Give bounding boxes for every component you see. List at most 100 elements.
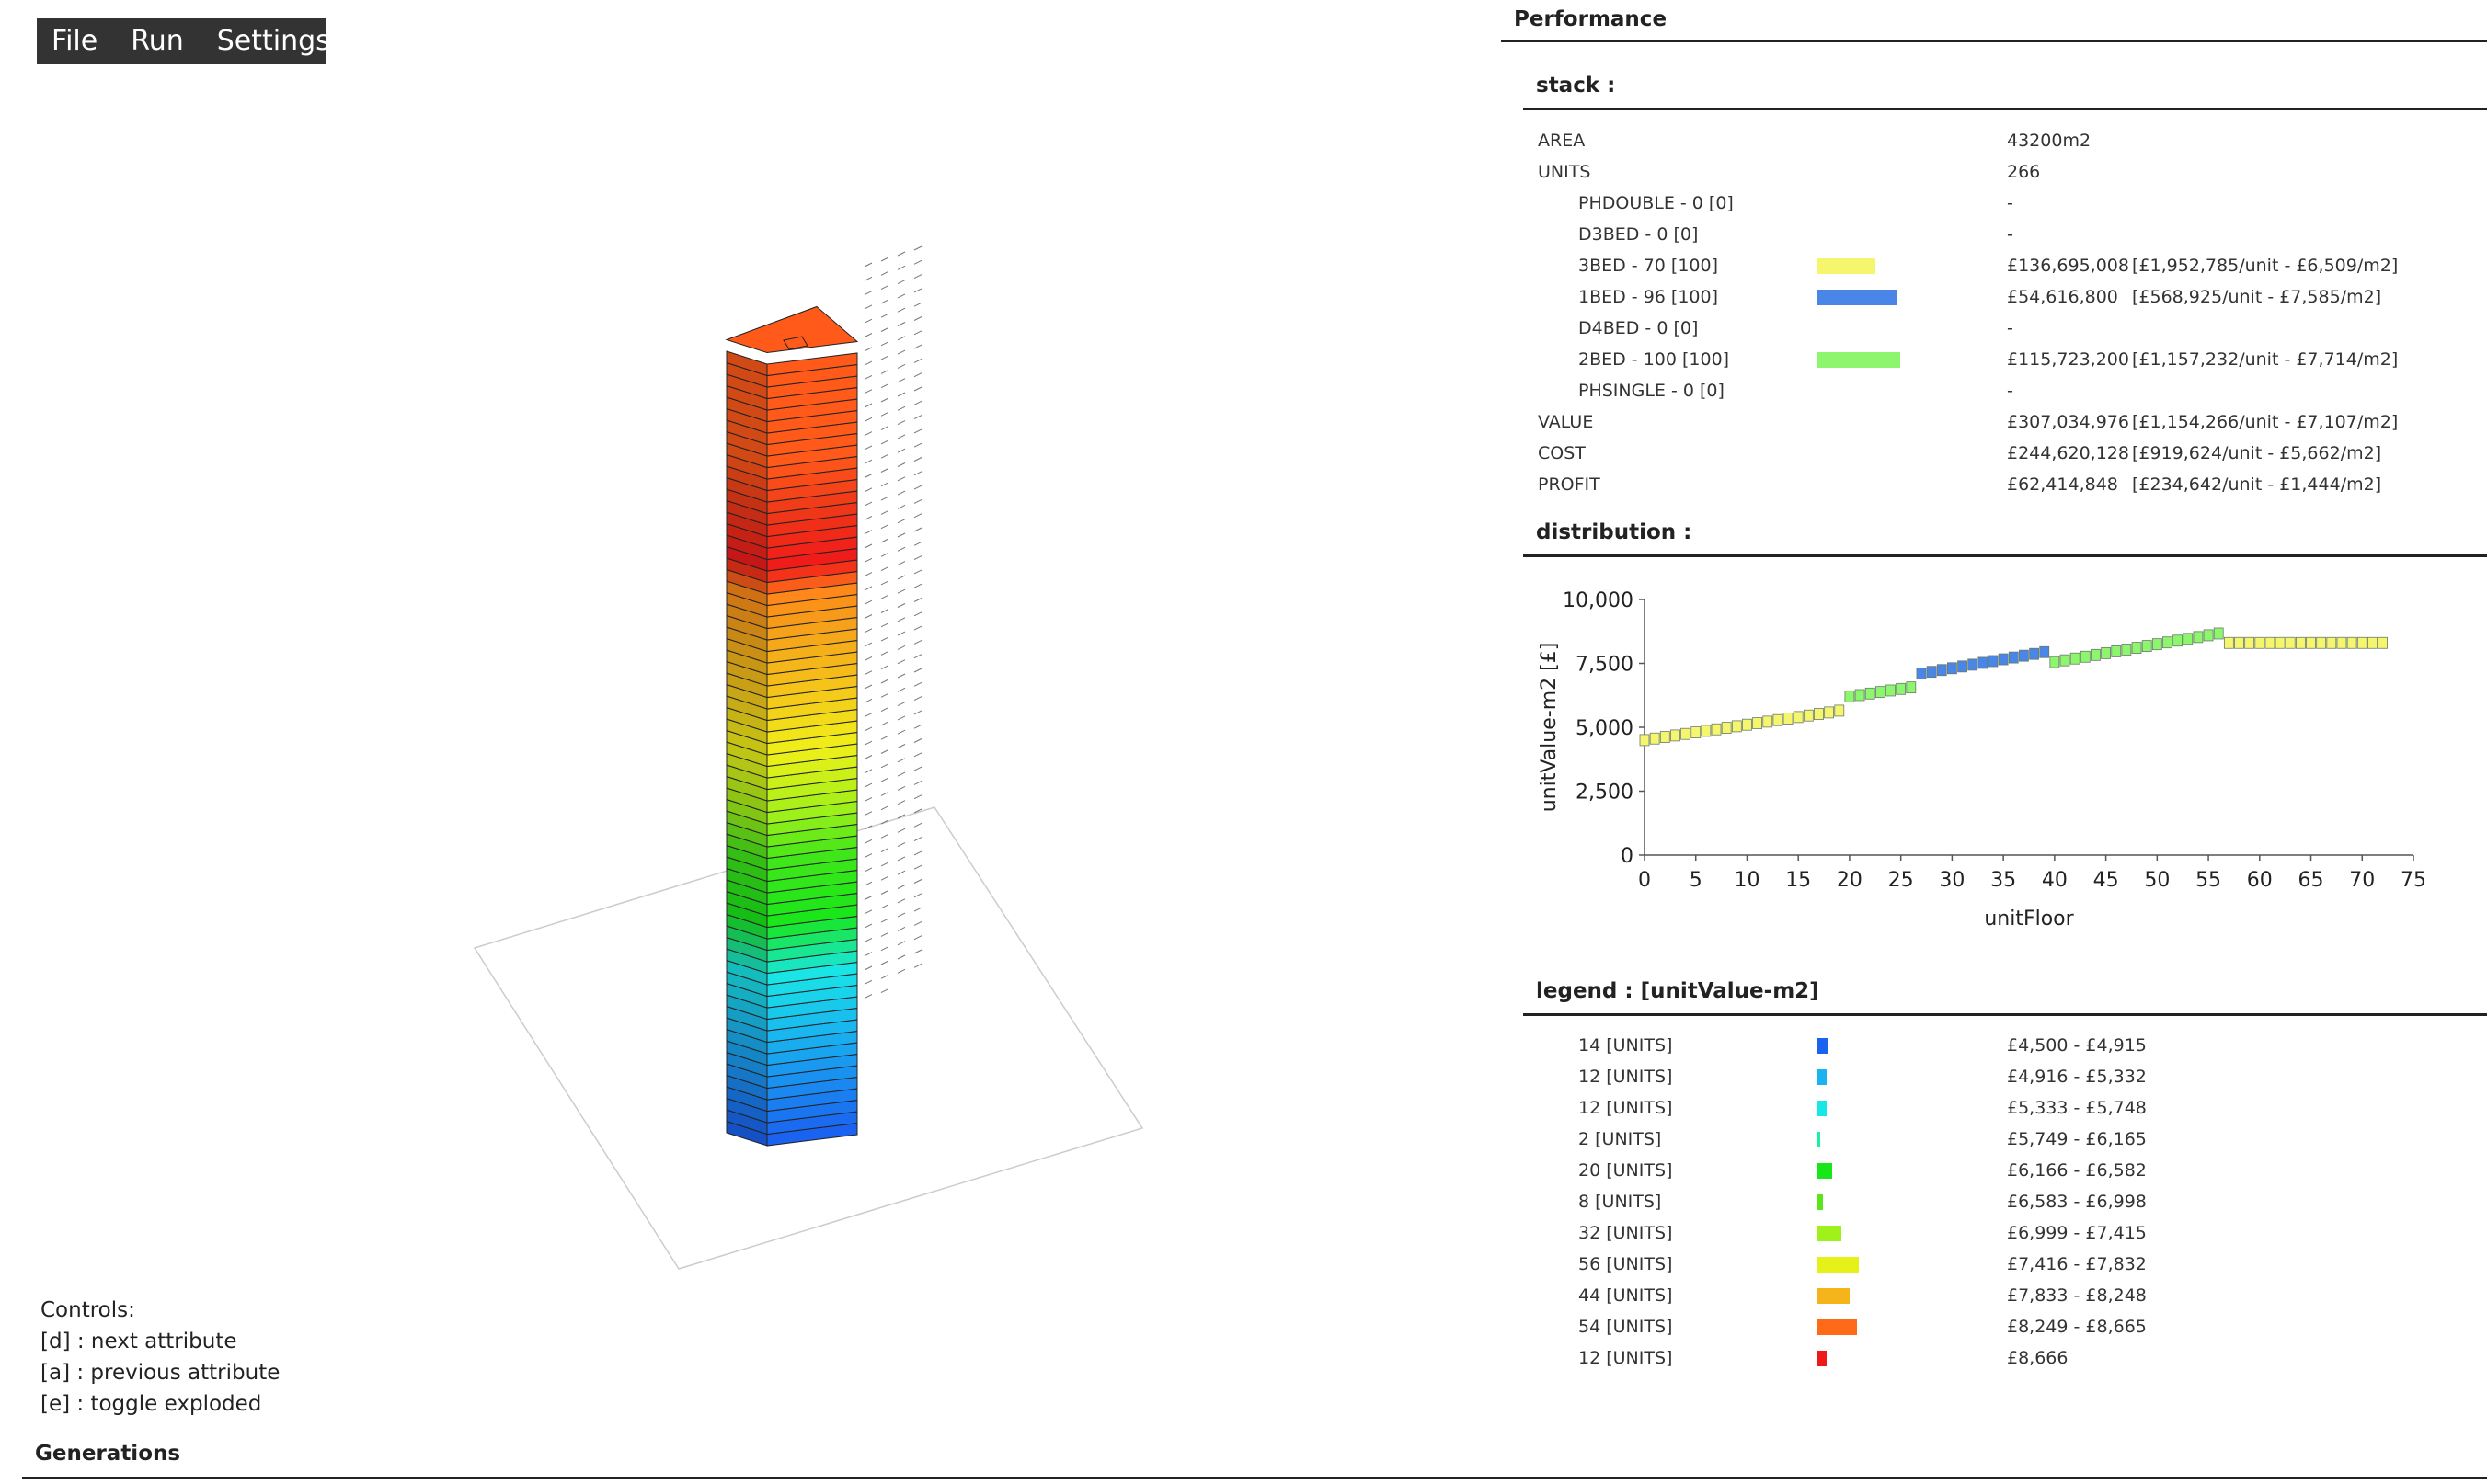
floor-label-tick [897, 392, 906, 397]
3d-viewport[interactable] [0, 74, 1472, 1287]
menu-bar: File Run Settings [37, 18, 330, 64]
floor-label-tick [864, 459, 873, 464]
floor-label-tick [880, 609, 889, 613]
performance-title: Performance [1514, 7, 1668, 31]
floor-label-tick [913, 696, 923, 702]
cost-label: COST [1538, 443, 1586, 463]
generations-divider [22, 1477, 2487, 1479]
menu-settings[interactable]: Settings [216, 25, 330, 57]
floor-label-tick [880, 482, 889, 487]
floor-label-tick [864, 599, 873, 605]
floor-label-tick [880, 580, 889, 586]
floor-label-tick [880, 974, 889, 979]
floor-label-tick [897, 603, 906, 608]
data-point [2264, 636, 2275, 649]
floor-label-tick [880, 692, 889, 698]
data-point [2131, 642, 2142, 654]
floor-label-tick [913, 259, 923, 265]
floor-label-tick [880, 509, 889, 515]
legend-count: 44 [UNITS] [1578, 1285, 1673, 1306]
data-point [1988, 655, 1999, 668]
floor-label-tick [913, 822, 923, 828]
unit-type-value: £54,616,800 [2007, 287, 2118, 307]
data-point [1752, 717, 1763, 729]
area-label: AREA [1538, 131, 1586, 151]
data-point [1957, 660, 1967, 673]
floor-label-tick [913, 710, 923, 715]
cost-detail: [£919,624/unit - £5,662/m2] [2132, 443, 2382, 463]
legend-count: 56 [UNITS] [1578, 1254, 1673, 1274]
floor-label-tick [913, 879, 923, 884]
floor-label-tick [864, 656, 873, 661]
floor-label-tick [880, 313, 889, 318]
floor-label-tick [864, 417, 873, 422]
units-label: UNITS [1538, 162, 1591, 182]
floor-label-tick [864, 347, 873, 352]
data-point [1721, 722, 1732, 734]
data-point [2295, 636, 2306, 649]
floor-label-tick [864, 276, 873, 281]
profit-total: £62,414,848 [2007, 474, 2118, 495]
floor-label-tick [897, 519, 906, 524]
legend-range: £7,833 - £8,248 [2007, 1285, 2147, 1306]
floor-label-tick [897, 968, 906, 974]
menu-file[interactable]: File [52, 25, 98, 57]
y-tick-label: 2,500 [1576, 782, 1633, 805]
legend-item: 32 [UNITS] £6,999 - £7,415 [0, 1217, 2487, 1249]
floor-label-tick [913, 415, 923, 420]
floor-label-tick [880, 355, 889, 360]
floor-label-tick [897, 631, 906, 636]
floor-label-tick [897, 870, 906, 875]
controls-help: Controls: [d] : next attribute [a] : pre… [40, 1295, 280, 1420]
floor-label-tick [864, 782, 873, 788]
floor-front-right [766, 352, 858, 377]
floor-label-tick [897, 336, 906, 341]
floor-label-tick [864, 431, 873, 437]
x-tick-label: 25 [1888, 869, 1914, 892]
floor-label-tick [880, 805, 889, 811]
data-point [2111, 645, 2122, 657]
legend-title: legend : [unitValue-m2] [1536, 979, 1819, 1003]
legend-count: 8 [UNITS] [1578, 1192, 1662, 1212]
x-tick-label: 0 [1638, 869, 1651, 892]
floor-label-tick [880, 679, 889, 684]
floor-label-tick [913, 583, 923, 588]
control-next: [d] : next attribute [40, 1330, 237, 1353]
floor-label-tick [864, 586, 873, 591]
data-point [1670, 729, 1680, 742]
floor-label-tick [913, 766, 923, 771]
legend-range: £4,500 - £4,915 [2007, 1035, 2147, 1056]
floor-label-tick [864, 881, 873, 886]
unit-type-label: 1BED - 96 [100] [1578, 287, 1718, 307]
floor-label-tick [913, 344, 923, 349]
floor-label-tick [880, 496, 889, 501]
floor-label-tick [897, 405, 906, 411]
floor-label-tick [897, 828, 906, 833]
legend-range: £8,249 - £8,665 [2007, 1317, 2147, 1337]
floor-label-tick [897, 293, 906, 299]
floor-label-tick [897, 785, 906, 791]
stack-divider [1523, 108, 2487, 110]
unit-type-detail: [£1,952,785/unit - £6,509/m2] [2132, 256, 2399, 276]
floor-label-tick [913, 316, 923, 321]
stack-cost-row: COST £244,620,128 [£919,624/unit - £5,66… [0, 438, 2487, 469]
legend-count: 12 [UNITS] [1578, 1067, 1673, 1087]
floor-label-tick [864, 304, 873, 310]
floor-label-tick [913, 442, 923, 448]
data-point [1824, 706, 1835, 719]
value-detail: [£1,154,266/unit - £7,107/m2] [2132, 412, 2399, 432]
floor-label-tick [864, 713, 873, 718]
data-point [2019, 649, 2029, 662]
floor-label-tick [897, 673, 906, 679]
data-point [1803, 709, 1814, 722]
legend-range: £4,916 - £5,332 [2007, 1067, 2147, 1087]
data-point [1967, 658, 1978, 671]
floor-label-tick [913, 837, 923, 842]
menu-run[interactable]: Run [131, 25, 184, 57]
floor-label-tick [897, 842, 906, 848]
distribution-divider [1523, 554, 2487, 557]
data-point [1926, 666, 1937, 679]
floor-label-tick [897, 659, 906, 665]
floor-label-tick [880, 270, 889, 276]
x-tick-label: 70 [2349, 869, 2375, 892]
